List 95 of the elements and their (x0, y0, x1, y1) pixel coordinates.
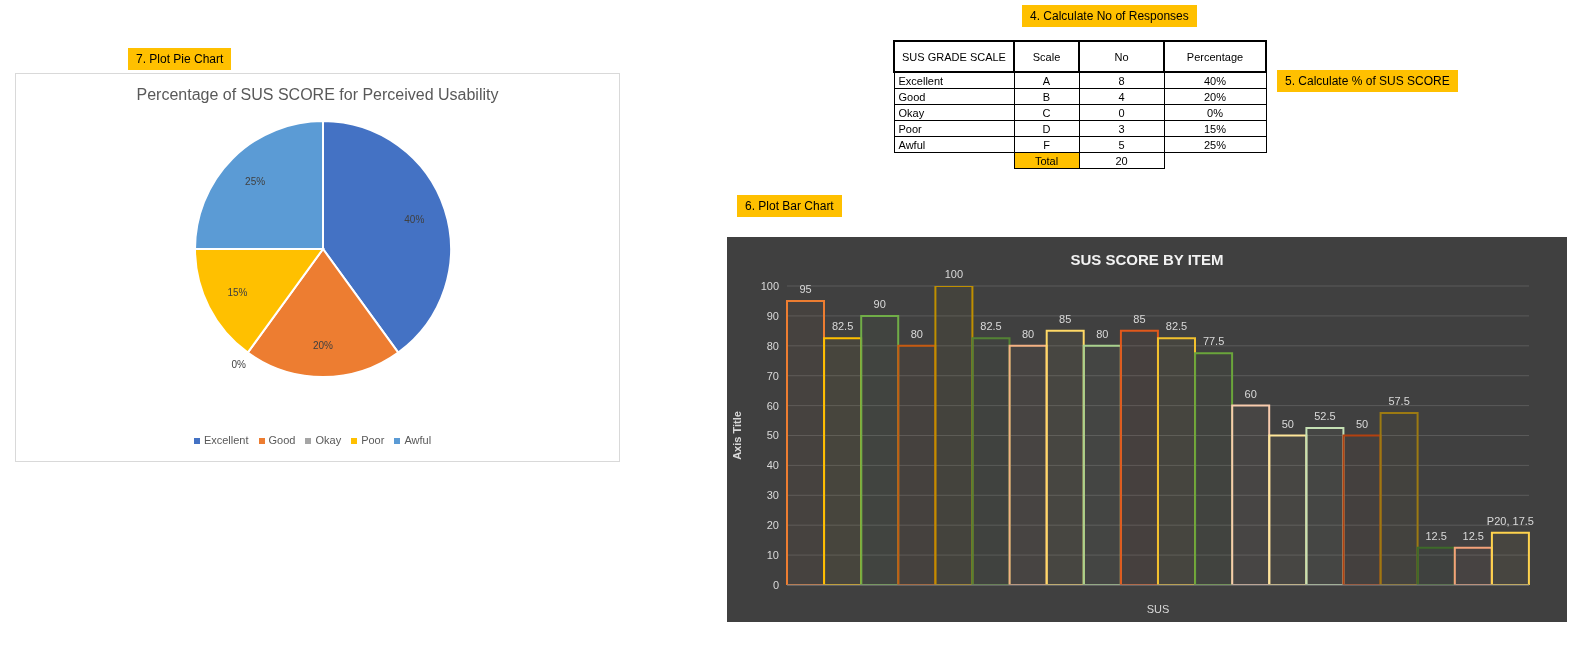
text: SUS GRADE SCALE (894, 41, 1014, 72)
bar (971, 337, 1011, 585)
text: 0% (1164, 104, 1266, 121)
data-label: 0 (1079, 104, 1164, 121)
y-tick-label: 0 (772, 578, 779, 591)
bar (860, 314, 900, 585)
bar (786, 299, 825, 585)
text: 25% (1164, 136, 1266, 153)
data-label: 80 (910, 327, 923, 340)
chart-title: SUS SCORE BY ITEM (1069, 251, 1225, 268)
text: No (1079, 41, 1164, 72)
data-label: 50 (1355, 417, 1369, 430)
y-tick-label: 90 (766, 309, 779, 322)
data-label: 12.5 (1462, 529, 1485, 542)
text: 15% (1164, 120, 1266, 137)
data-label: 80 (1021, 327, 1035, 340)
data-label: 20% (312, 339, 334, 351)
category-label: Poor (894, 120, 1014, 137)
data-label: 100 (944, 268, 964, 280)
bar (1082, 344, 1122, 585)
data-label: 15% (227, 287, 248, 299)
bar (897, 344, 937, 585)
legend-label: Okay (314, 434, 342, 446)
bar (1268, 434, 1308, 585)
category-label: Excellent (894, 72, 1014, 89)
bar (1194, 352, 1234, 585)
data-label: 3 (1079, 120, 1164, 137)
text: 40% (1164, 72, 1266, 89)
data-label: 4 (1079, 88, 1164, 105)
data-label: 57.5 (1388, 395, 1410, 408)
legend-label: Poor (360, 434, 385, 446)
y-axis-title: Axis Title (730, 411, 743, 460)
bar (1157, 337, 1196, 585)
text: A (1014, 72, 1079, 89)
data-label: 12.5 (1425, 529, 1447, 542)
bar (1490, 531, 1530, 585)
y-tick-label: 50 (766, 429, 779, 442)
data-label: 40% (404, 213, 425, 225)
category-label: Good (894, 88, 1014, 105)
text: Percentage (1164, 41, 1266, 72)
text: 6. Plot Bar Chart (737, 195, 842, 217)
y-tick-label: 70 (766, 369, 779, 382)
data-label: 50 (1281, 417, 1294, 430)
data-label: 77.5 (1202, 335, 1225, 348)
category-label: Okay (894, 104, 1014, 121)
y-tick-label: 40 (766, 459, 779, 472)
text: Scale (1014, 41, 1079, 72)
y-tick-label: 80 (766, 339, 779, 352)
data-label: 25% (245, 175, 266, 187)
data-label: 82.5 (831, 320, 854, 333)
bar (1453, 546, 1493, 585)
text: D (1014, 120, 1079, 137)
legend-label: Good (267, 434, 296, 446)
bar (1231, 404, 1271, 585)
bar (1416, 546, 1456, 585)
x-axis-title: SUS (1146, 603, 1170, 615)
y-tick-label: 30 (766, 489, 779, 502)
y-tick-label: 100 (760, 279, 779, 292)
data-label: 90 (873, 297, 886, 310)
chart-title: Percentage of SUS SCORE for Perceived Usability (135, 86, 500, 104)
text: 5. Calculate % of SUS SCORE (1277, 70, 1458, 92)
text: F (1014, 136, 1079, 153)
data-label: 85 (1059, 312, 1072, 325)
y-tick-label: 10 (766, 549, 779, 562)
bar (823, 337, 863, 585)
text: 20% (1164, 88, 1266, 105)
text: 0% (231, 359, 246, 371)
bar (934, 286, 974, 585)
data-label: 85 (1133, 312, 1146, 325)
bar (1119, 329, 1159, 585)
data-label: 95 (799, 282, 812, 295)
text: Total (1014, 152, 1079, 169)
bar (1342, 434, 1382, 585)
data-label: 82.5 (980, 320, 1002, 333)
legend-label: Excellent (202, 434, 249, 446)
bar (1045, 329, 1085, 585)
bar (1008, 344, 1048, 585)
text: B (1014, 88, 1079, 105)
data-label: P20, 17.5 (1486, 514, 1534, 527)
category-label: Awful (894, 136, 1014, 153)
legend-label: Awful (403, 434, 432, 446)
text: 4. Calculate No of Responses (1022, 5, 1197, 27)
data-label: 82.5 (1165, 320, 1188, 333)
bar (1379, 412, 1419, 585)
text: 20 (1079, 152, 1164, 169)
data-label: 60 (1244, 387, 1257, 400)
text: 7. Plot Pie Chart (128, 48, 232, 70)
y-tick-label: 60 (766, 399, 779, 412)
data-label: 52.5 (1314, 410, 1336, 423)
data-label: 8 (1079, 72, 1164, 89)
data-label: 5 (1079, 136, 1164, 153)
y-tick-label: 20 (766, 519, 779, 532)
data-label: 80 (1096, 327, 1109, 340)
bar (1305, 427, 1345, 585)
text: C (1014, 104, 1079, 121)
